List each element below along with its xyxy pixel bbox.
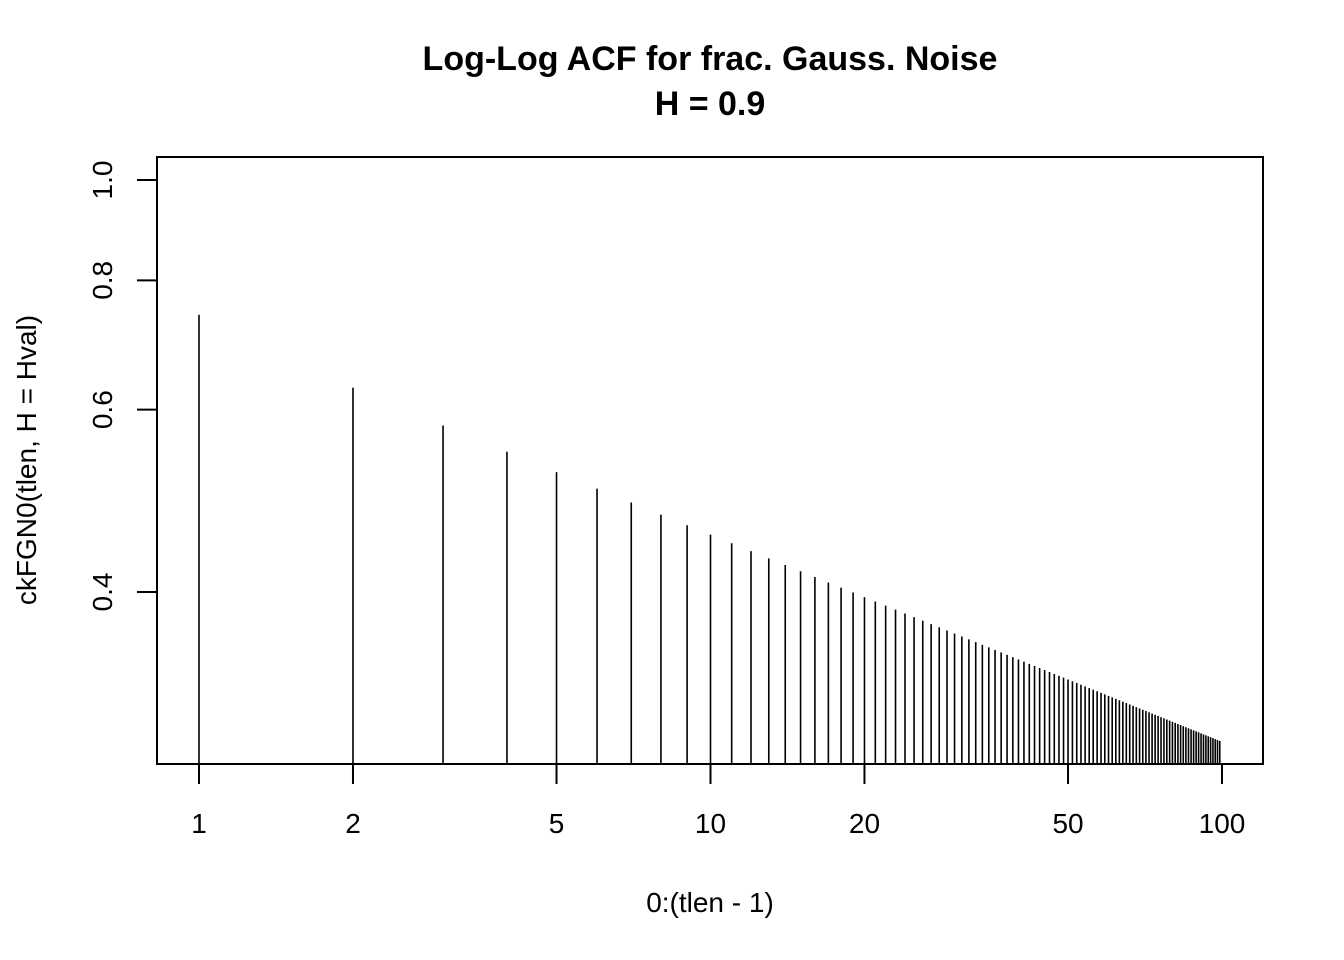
x-tick-label: 5 <box>549 808 565 839</box>
x-axis-label: 0:(tlen - 1) <box>646 887 774 918</box>
y-tick-label: 0.4 <box>87 573 118 612</box>
x-tick-label: 2 <box>345 808 361 839</box>
y-tick-label: 0.8 <box>87 261 118 300</box>
x-axis: 1 2 5 10 20 50 100 <box>191 763 1246 839</box>
x-tick-label: 1 <box>191 808 207 839</box>
x-tick-label: 100 <box>1199 808 1246 839</box>
y-axis: 0.4 0.6 0.8 1.0 <box>87 161 158 612</box>
acf-bars <box>198 314 1221 764</box>
y-tick-label: 1.0 <box>87 161 118 200</box>
chart-title: Log-Log ACF for frac. Gauss. Noise <box>423 40 998 78</box>
x-tick-label: 50 <box>1052 808 1083 839</box>
x-tick-label: 20 <box>849 808 880 839</box>
x-tick-label: 10 <box>695 808 726 839</box>
y-axis-label: ckFGN0(tlen, H = Hval) <box>11 315 42 605</box>
chart-subtitle: H = 0.9 <box>655 85 766 123</box>
y-tick-label: 0.6 <box>87 390 118 429</box>
